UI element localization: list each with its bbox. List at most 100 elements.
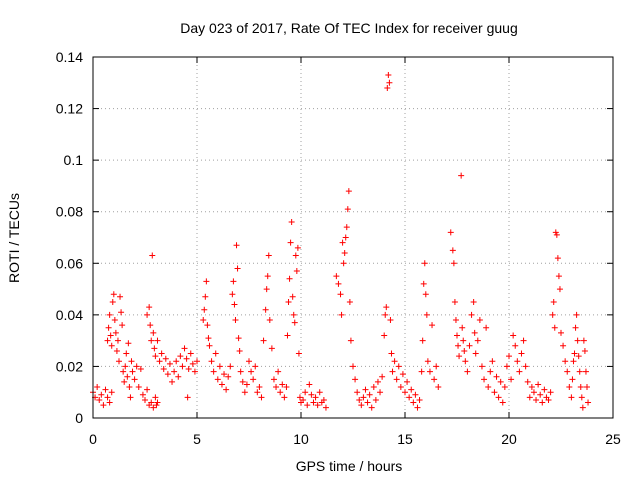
data-point [126, 384, 133, 391]
data-point [414, 404, 421, 411]
data-point [236, 347, 243, 354]
data-point [528, 384, 535, 391]
data-points [90, 72, 592, 411]
data-point [366, 391, 373, 398]
data-point [420, 280, 427, 287]
data-point [156, 358, 163, 365]
data-point [474, 337, 481, 344]
data-point [524, 378, 531, 385]
data-point [526, 394, 533, 401]
data-point [177, 353, 184, 360]
data-point [452, 317, 459, 324]
data-point [386, 79, 393, 86]
data-point [388, 350, 395, 357]
data-point [520, 337, 527, 344]
data-point [518, 350, 525, 357]
data-point [346, 298, 353, 305]
data-point [468, 311, 475, 318]
data-point [162, 355, 169, 362]
data-point [135, 384, 142, 391]
data-point [100, 402, 107, 409]
data-point [212, 350, 219, 357]
data-point [422, 291, 429, 298]
data-point [447, 229, 454, 236]
x-tick-label: 20 [501, 431, 517, 447]
data-point [106, 399, 113, 406]
data-point [139, 391, 146, 398]
data-point [300, 396, 307, 403]
data-point [344, 206, 351, 213]
data-point [379, 373, 386, 380]
data-point [370, 384, 377, 391]
data-point [455, 342, 462, 349]
data-point [160, 366, 167, 373]
data-point [210, 368, 217, 375]
data-point [128, 358, 135, 365]
y-tick-label: 0.08 [56, 204, 83, 220]
data-point [96, 396, 103, 403]
data-point [225, 373, 232, 380]
data-point [547, 389, 554, 396]
data-point [368, 404, 375, 411]
data-point [566, 384, 573, 391]
data-point [558, 329, 564, 336]
data-point [572, 324, 579, 331]
data-point [554, 255, 561, 262]
data-point [171, 368, 178, 375]
data-point [231, 301, 238, 308]
data-point [234, 265, 241, 272]
data-point [310, 399, 317, 406]
data-point [485, 384, 492, 391]
data-point [471, 329, 478, 336]
data-point [314, 402, 321, 409]
data-point [580, 337, 587, 344]
data-point [275, 368, 282, 375]
data-point [495, 394, 502, 401]
data-point [478, 363, 485, 370]
data-point [94, 384, 101, 391]
data-point [121, 378, 128, 385]
data-point [343, 224, 350, 231]
data-point [120, 368, 127, 375]
data-point [150, 329, 157, 336]
data-point [499, 399, 506, 406]
data-point [265, 252, 272, 259]
data-point [191, 368, 198, 375]
data-point [235, 335, 242, 342]
data-point [579, 404, 586, 411]
data-point [285, 298, 292, 305]
data-point [279, 381, 286, 388]
data-point [549, 311, 556, 318]
data-point [290, 311, 297, 318]
data-point [208, 358, 215, 365]
data-point [194, 358, 200, 365]
data-point [148, 399, 155, 406]
data-point [364, 399, 371, 406]
data-point [260, 337, 267, 344]
data-point [125, 340, 132, 347]
data-point [153, 402, 160, 409]
data-point [98, 391, 105, 398]
data-point [510, 332, 517, 339]
data-point [550, 298, 557, 305]
data-point [466, 342, 473, 349]
data-point [362, 386, 369, 393]
y-axis-title: ROTI / TECUs [6, 193, 22, 283]
data-point [340, 260, 347, 267]
data-point [205, 335, 212, 342]
data-point [252, 363, 259, 370]
data-point [339, 239, 346, 246]
data-point [110, 291, 117, 298]
data-point [383, 304, 390, 311]
data-point [258, 394, 265, 401]
data-point [102, 386, 109, 393]
data-point [493, 373, 500, 380]
data-point [118, 309, 125, 316]
data-point [335, 280, 342, 287]
data-point [514, 358, 521, 365]
data-point [229, 291, 236, 298]
data-point [503, 363, 510, 370]
data-point [291, 319, 298, 326]
data-point [337, 291, 344, 298]
data-point [241, 389, 248, 396]
